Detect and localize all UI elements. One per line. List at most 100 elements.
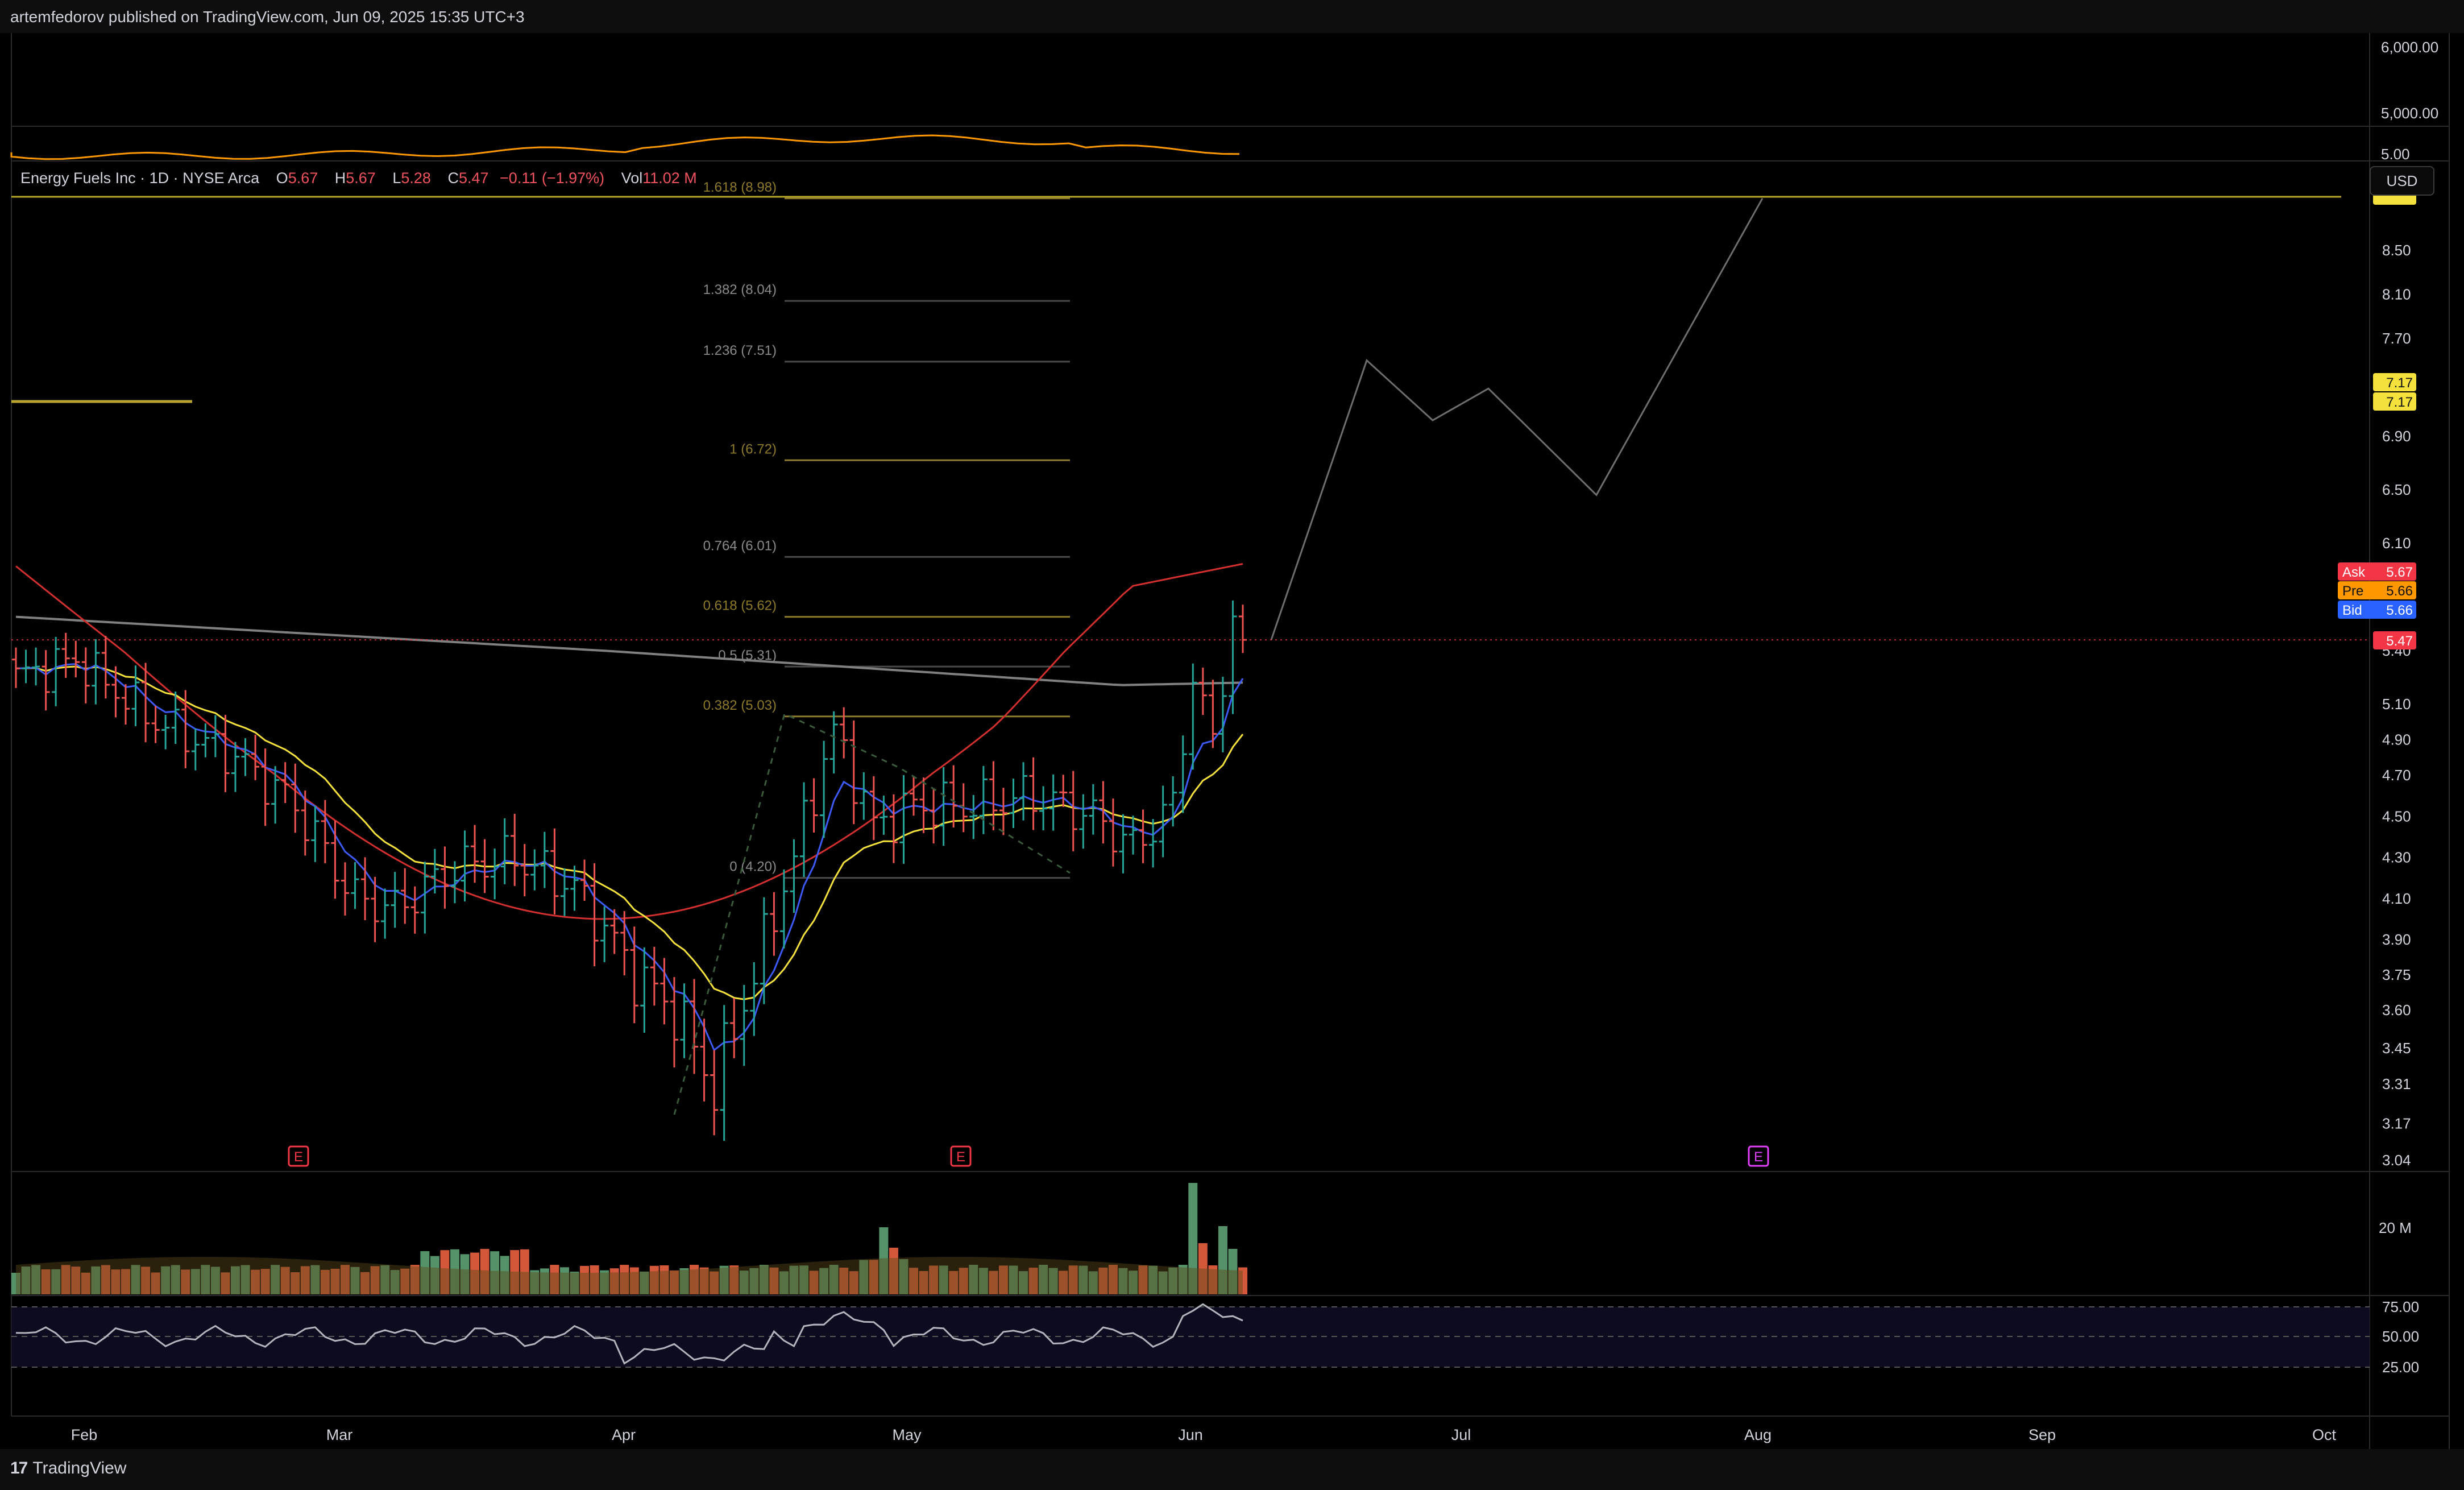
volume-bar [759, 1265, 769, 1294]
price-badge-label: Pre [2342, 583, 2363, 599]
volume-bar [859, 1260, 869, 1294]
volume-bar [390, 1270, 400, 1294]
fib-level-label: 1.236 (7.51) [703, 343, 777, 358]
price-badge-value: 5.47 [2386, 634, 2413, 649]
volume-bar [111, 1269, 121, 1294]
volume-bar [340, 1265, 350, 1294]
ohlc-bar [720, 1005, 728, 1141]
ohlc-bar [1049, 774, 1057, 831]
ohlc-bar [999, 788, 1007, 835]
low-value: 5.28 [401, 169, 431, 187]
fib-level-label: 0.764 (6.01) [703, 538, 777, 553]
volume-bar [719, 1265, 729, 1294]
ohlc-bar [291, 763, 300, 833]
ohlc-bar [530, 849, 539, 891]
ohlc-bar [630, 926, 638, 1024]
volume-bar [789, 1265, 799, 1294]
ohlc-bar [570, 866, 579, 911]
volume-bar [829, 1265, 839, 1294]
volume-bar [570, 1272, 579, 1294]
volume-bar [1078, 1265, 1088, 1294]
ohlc-bar [341, 862, 349, 916]
ohlc-bar [650, 946, 658, 1006]
volume-bar [659, 1265, 669, 1294]
ohlc-bar [201, 723, 210, 758]
ohlc-bar [191, 728, 200, 771]
volume-bar [410, 1265, 420, 1294]
bottom-bar [0, 1449, 2464, 1490]
ohlc-bar [949, 765, 958, 828]
ohlc-bar [1009, 779, 1018, 828]
fib-level-label: 1.618 (8.98) [703, 180, 777, 195]
volume-bar [460, 1254, 470, 1294]
volume-bar [280, 1266, 290, 1294]
volume-bar [939, 1265, 948, 1294]
volume-bar [500, 1256, 509, 1294]
price-badge-value: 5.66 [2386, 583, 2413, 599]
ohlc-bar [930, 788, 938, 844]
y-tick-4-50: 4.50 [2382, 808, 2411, 825]
volume-bar [1129, 1270, 1138, 1294]
volume-bar [949, 1270, 959, 1294]
ohlc-bar [12, 647, 20, 688]
ohlc-bar [779, 869, 788, 949]
y-tick-4-30: 4.30 [2382, 849, 2411, 866]
volume-bar [1009, 1265, 1018, 1294]
x-tick-feb: Feb [71, 1426, 98, 1443]
y-tick-3-60: 3.60 [2382, 1001, 2411, 1019]
volume-bar [131, 1265, 140, 1294]
ohlc-bar [1099, 781, 1107, 844]
y-tick-7-70: 7.70 [2382, 330, 2411, 347]
volume-bar [1059, 1270, 1068, 1294]
volume-bar [690, 1265, 699, 1294]
ohlc-bar [1149, 819, 1158, 868]
price-badge-value: 7.17 [2386, 395, 2413, 410]
ohlc-bar [610, 909, 619, 954]
ohlc-bar [760, 897, 768, 1004]
ohlc-bar [849, 721, 858, 825]
y-tick-8-10: 8.10 [2382, 286, 2411, 303]
volume-bar [330, 1268, 340, 1294]
earnings-marker-label: E [956, 1149, 965, 1165]
ohlc-bar [22, 649, 30, 684]
ohlc-bar [241, 738, 250, 776]
volume-bar [620, 1265, 629, 1294]
x-tick-jul: Jul [1451, 1426, 1471, 1443]
ohlc-bar [1189, 663, 1197, 770]
volume-bar [310, 1265, 320, 1294]
ohlc-bar [1059, 775, 1068, 807]
high-label: H [334, 169, 346, 187]
ohlc-bar [181, 690, 190, 768]
volume-bar [350, 1266, 360, 1294]
price-badge [2338, 601, 2416, 619]
open-value: 5.67 [288, 169, 318, 187]
ohlc-bar [331, 820, 339, 899]
ohlc-bar [590, 863, 599, 966]
volume-bar [51, 1269, 61, 1294]
ohlc-bar [271, 766, 280, 824]
y-tick-3-17: 3.17 [2382, 1115, 2411, 1132]
symbol-title[interactable]: Energy Fuels Inc · 1D · NYSE Arca [20, 169, 260, 187]
ohlc-bar [251, 734, 260, 780]
volume-bar [699, 1267, 709, 1294]
brand[interactable]: 17 TradingView [10, 1459, 126, 1478]
volume-bar [1039, 1265, 1048, 1294]
volume-bar [171, 1265, 180, 1294]
volume-bar [1028, 1268, 1038, 1294]
ohlc-bar [600, 906, 609, 962]
volume-bar [490, 1251, 500, 1294]
ohlc-bar [520, 844, 529, 897]
ohlc-bar [401, 868, 409, 924]
volume-bar [609, 1268, 619, 1294]
vol-value: 11.02 M [642, 169, 697, 187]
volume-bar [370, 1266, 380, 1294]
volume-bar [998, 1265, 1008, 1294]
ohlc-bar [820, 740, 828, 838]
volume-bar [809, 1270, 819, 1294]
volume-bar [919, 1270, 928, 1294]
volume-bar [1088, 1271, 1098, 1294]
currency-button[interactable]: USD [2370, 166, 2434, 196]
symbol-legend: Energy Fuels Inc · 1D · NYSE Arca O5.67 … [20, 169, 697, 187]
ohlc-bar [989, 761, 998, 830]
